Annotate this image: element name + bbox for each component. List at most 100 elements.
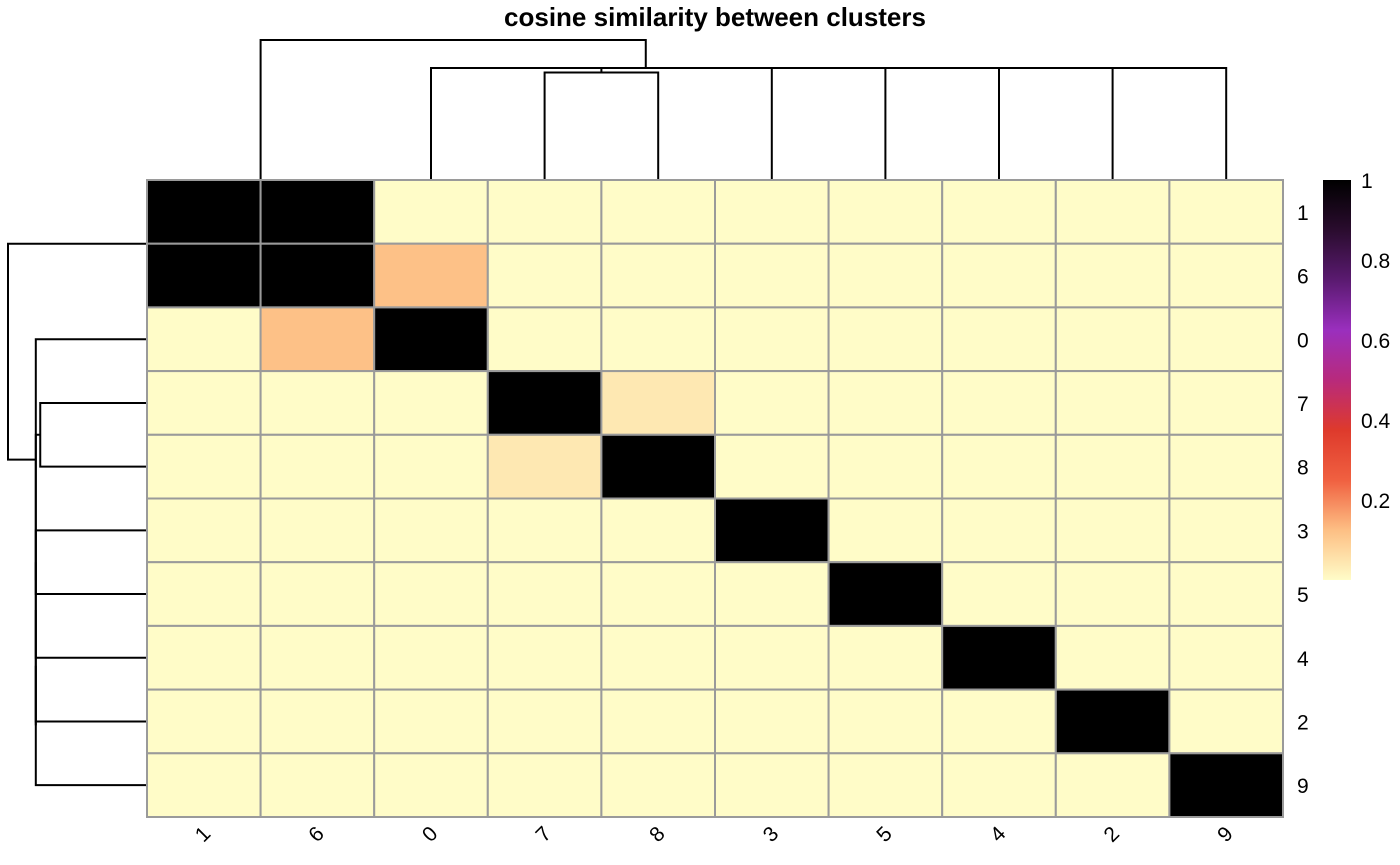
heatmap-cell-r7-c8 [600,370,717,436]
column-label: 8 [645,822,670,847]
heatmap-cell-r6-c3 [714,242,830,309]
dendrogram-branch [34,529,147,596]
column-label: 5 [872,822,897,847]
heatmap-cell-r1-c0 [373,179,489,245]
heatmap-cell-r8-c4 [941,433,1057,500]
row-labels: 1 6 0 7 8 3 5 4 2 9 [1297,202,1309,798]
heatmap-cell-r2-c7 [486,688,603,755]
heatmap-cell-r4-c0 [373,624,489,691]
heatmap-cell-r2-c9 [1168,688,1285,755]
heatmap-cell-r2-c5 [827,688,944,755]
heatmap-cell-r4-c4 [941,624,1057,691]
heatmap-cell-r5-c0 [373,561,489,627]
chart-title: cosine similarity between clusters [504,2,926,32]
heatmap-cell-r5-c6 [259,561,376,627]
dendrogram-branch [828,67,1000,180]
heatmap-cell-r1-c8 [600,179,717,245]
colorbar: 1 0.8 0.6 0.4 0.2 [1323,170,1391,580]
heatmap-cell-r1-c3 [714,179,830,245]
heatmap-cell-r3-c8 [600,497,717,564]
heatmap-cell-r1-c2 [1054,179,1171,245]
heatmap-cell-r2-c1 [146,688,262,755]
column-label: 4 [986,822,1011,847]
dendrogram-branch [39,401,147,468]
row-label: 5 [1297,584,1309,607]
row-label: 9 [1297,775,1309,798]
heatmap-cell-r1-c6 [259,179,376,245]
heatmap-cells [146,179,1285,818]
column-label: 6 [304,822,329,847]
heatmap-cell-r3-c6 [259,497,376,564]
row-label: 3 [1297,520,1309,543]
heatmap-cell-r7-c9 [1168,370,1285,436]
heatmap-cell-r7-c1 [146,370,262,436]
dendrogram-branch [34,609,147,723]
heatmap-cell-r6-c4 [941,242,1057,309]
heatmap-cell-r6-c7 [486,242,603,309]
row-dendrogram [7,211,148,787]
heatmap-cell-r4-c7 [486,624,603,691]
heatmap-cell-r8-c0 [373,433,489,500]
heatmap-cell-r0-c8 [600,306,717,373]
heatmap-cell-r4-c5 [827,624,944,691]
dendrogram-branch [913,67,1114,180]
heatmap-cell-r9-c4 [941,752,1057,818]
column-label: 9 [1213,822,1238,847]
heatmap-cell-r9-c1 [146,752,262,818]
heatmap-cell-r6-c8 [600,242,717,309]
dendrogram-branch [543,71,660,180]
heatmap-cell-r8-c7 [486,433,603,500]
heatmap-cell-r6-c5 [827,242,944,309]
heatmap-cell-r3-c7 [486,497,603,564]
colorbar-tick-label: 1 [1361,170,1373,193]
colorbar-tick-label: 0.6 [1361,330,1390,353]
heatmap-cell-r1-c9 [1168,179,1285,245]
heatmap-cell-r4-c8 [600,624,717,691]
heatmap-cell-r7-c3 [714,370,830,436]
heatmap-cell-r4-c1 [146,624,262,691]
heatmap-cell-r9-c6 [259,752,376,818]
heatmap-cell-r8-c8 [600,433,717,500]
heatmap-cell-r0-c4 [941,306,1057,373]
heatmap-cell-r0-c5 [827,306,944,373]
heatmap-cell-r2-c3 [714,688,830,755]
column-labels: 1 6 0 7 8 3 5 4 2 9 [191,822,1238,847]
heatmap-cell-r2-c8 [600,688,717,755]
heatmap-cell-r0-c7 [486,306,603,373]
heatmap-cell-r6-c2 [1054,242,1171,309]
dendrogram-branch [770,67,887,180]
heatmap-cell-r5-c4 [941,561,1057,627]
heatmap-cell-r4-c3 [714,624,830,691]
heatmap-cell-r1-c7 [486,179,603,245]
row-label: 4 [1297,648,1309,671]
heatmap-cell-r0-c3 [714,306,830,373]
heatmap-cell-r4-c2 [1054,624,1171,691]
heatmap-cell-r9-c2 [1054,752,1171,818]
heatmap-cell-r8-c3 [714,433,830,500]
heatmap-cell-r7-c6 [259,370,376,436]
dendrogram-branch [430,67,861,180]
column-label: 7 [532,822,557,847]
heatmap-cell-r3-c5 [827,497,944,564]
dendrogram-branch [34,665,147,787]
heatmap-cell-r6-c6 [259,242,376,309]
heatmap-cell-r7-c2 [1054,370,1171,436]
heatmap-cell-r5-c2 [1054,561,1171,627]
heatmap-cell-r5-c8 [600,561,717,627]
colorbar-gradient [1323,180,1351,580]
heatmap-cell-r1-c1 [146,179,262,245]
heatmap-cell-r9-c7 [486,752,603,818]
row-label: 1 [1297,202,1309,225]
heatmap-cell-r8-c1 [146,433,262,500]
heatmap-cell-r2-c6 [259,688,376,755]
heatmap-cell-r0-c9 [1168,306,1285,373]
heatmap-cell-r7-c0 [373,370,489,436]
heatmap-cell-r0-c1 [146,306,262,373]
heatmap-cell-r5-c7 [486,561,603,627]
heatmap-cell-r5-c9 [1168,561,1285,627]
colorbar-tick-label: 0.8 [1361,250,1390,273]
heatmap-cell-r2-c4 [941,688,1057,755]
row-label: 2 [1297,711,1309,734]
heatmap-cell-r9-c9 [1168,752,1285,818]
